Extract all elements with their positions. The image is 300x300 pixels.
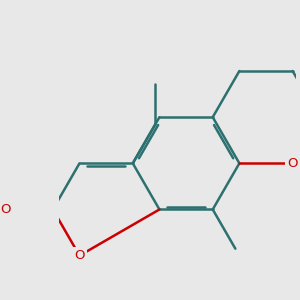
Text: O: O bbox=[287, 157, 298, 170]
Text: O: O bbox=[74, 249, 85, 262]
Text: O: O bbox=[1, 203, 11, 216]
